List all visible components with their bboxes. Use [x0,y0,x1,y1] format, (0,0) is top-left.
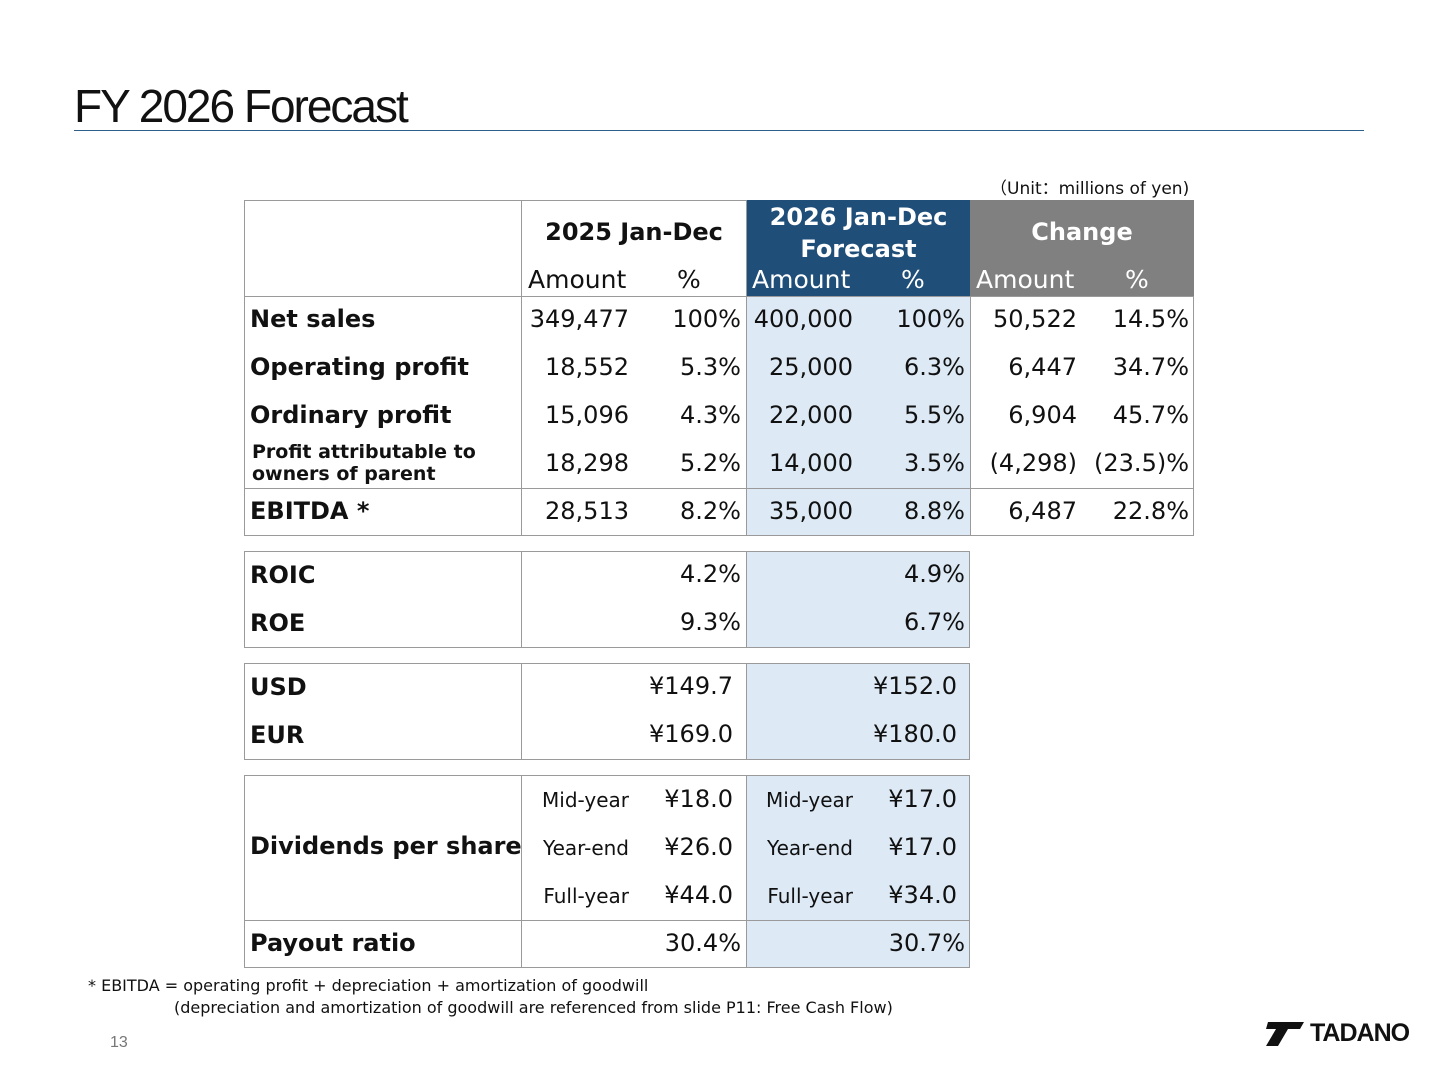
ebitda-change-cell [970,488,1194,536]
roic-2026: 4.9% [904,560,965,588]
roe-2026: 6.7% [904,608,965,636]
page-title: FY 2026 Forecast [74,80,409,132]
operating-profit-pct-change: 34.7% [1112,353,1189,381]
operating-profit-amount-2025: 18,552 [545,353,629,381]
ebitda-pct-change: 22.8% [1112,497,1189,525]
row-label-roe: ROE [250,609,306,637]
tadano-logo-icon [1266,1022,1304,1046]
operating-profit-pct-2026: 6.3% [904,353,965,381]
row-label-net-sales: Net sales [250,305,376,333]
footnote-ebitda-detail: (depreciation and amortization of goodwi… [174,998,893,1017]
subheader-pct-2026: % [901,265,925,294]
profit-attributable-pct-2026: 3.5% [904,449,965,477]
roic-2025: 4.2% [680,560,741,588]
dividend-yearend-label-2025: Year-end [543,836,629,860]
ordinary-profit-amount-2025: 15,096 [545,401,629,429]
company-logo-text: TADANO [1310,1019,1410,1047]
operating-profit-amount-change: 6,447 [1008,353,1077,381]
usd-2025: ¥149.7 [649,672,733,700]
payout-2025: 30.4% [664,929,741,957]
dividend-midyear-label-2025: Mid-year [542,788,629,812]
row-label-roic: ROIC [250,561,316,589]
ebitda-pct-2025: 8.2% [680,497,741,525]
header-2025: 2025 Jan-Dec [545,218,723,246]
row-label-dividends: Dividends per share [250,832,522,860]
footnote-ebitda: * EBITDA = operating profit + depreciati… [88,976,649,995]
subheader-amount-2026: Amount [752,265,851,294]
payout-2026-cell [746,920,970,968]
dividend-yearend-2025: ¥26.0 [664,833,733,861]
ebitda-amount-change: 6,487 [1008,497,1077,525]
header-2026-line1: 2026 Jan-Dec [769,203,948,231]
subheader-amount-change: Amount [976,265,1075,294]
page-number: 13 [110,1034,128,1051]
row-label-ebitda: EBITDA * [250,497,370,525]
eur-2025: ¥169.0 [649,720,733,748]
ordinary-profit-pct-2026: 5.5% [904,401,965,429]
ebitda-2026-cell [746,488,971,536]
operating-profit-amount-2026: 25,000 [769,353,853,381]
profit-attributable-pct-change: (23.5)% [1094,449,1189,477]
row-label-payout: Payout ratio [250,929,416,957]
subheader-pct-change: % [1125,265,1149,294]
net-sales-amount-change: 50,522 [993,305,1077,333]
header-2026-cell [747,200,970,297]
header-2026-line2: Forecast [800,235,917,263]
header-change: Change [1031,218,1133,246]
unit-note: （Unit：millions of yen) [990,179,1190,199]
body-2026-cell [746,296,971,489]
ordinary-profit-pct-2025: 4.3% [680,401,741,429]
ordinary-profit-amount-2026: 22,000 [769,401,853,429]
eur-2026: ¥180.0 [873,720,957,748]
net-sales-pct-change: 14.5% [1112,305,1189,333]
ordinary-profit-pct-change: 45.7% [1112,401,1189,429]
dividend-fullyear-2025: ¥44.0 [664,881,733,909]
dividend-midyear-2025: ¥18.0 [664,785,733,813]
dividend-yearend-2026: ¥17.0 [888,833,957,861]
subheader-amount-2025: Amount [528,265,627,294]
row-label-operating-profit: Operating profit [250,353,469,381]
profit-attributable-amount-change: (4,298) [989,449,1077,477]
dividend-fullyear-label-2026: Full-year [767,884,853,908]
roe-2025: 9.3% [680,608,741,636]
dividend-fullyear-2026: ¥34.0 [888,881,957,909]
fx-2026-cell [746,663,970,760]
ratio-2026-cell [746,551,970,648]
net-sales-pct-2025: 100% [672,305,741,333]
net-sales-pct-2026: 100% [896,305,965,333]
row-label-usd: USD [250,673,307,701]
dividend-yearend-label-2026: Year-end [767,836,853,860]
ebitda-amount-2025: 28,513 [545,497,629,525]
profit-attributable-amount-2025: 18,298 [545,449,629,477]
profit-attributable-amount-2026: 14,000 [769,449,853,477]
net-sales-amount-2025: 349,477 [529,305,629,333]
dividend-midyear-label-2026: Mid-year [766,788,853,812]
dividend-midyear-2026: ¥17.0 [888,785,957,813]
row-label-profit-attributable-line2: owners of parent [252,463,436,485]
payout-2026: 30.7% [888,929,965,957]
net-sales-amount-2026: 400,000 [753,305,853,333]
profit-attributable-pct-2025: 5.2% [680,449,741,477]
subheader-pct-2025: % [677,265,701,294]
title-divider [74,130,1364,131]
dividend-fullyear-label-2025: Full-year [543,884,629,908]
row-label-eur: EUR [250,721,305,749]
ordinary-profit-amount-change: 6,904 [1008,401,1077,429]
ebitda-amount-2026: 35,000 [769,497,853,525]
operating-profit-pct-2025: 5.3% [680,353,741,381]
row-label-profit-attributable-line1: Profit attributable to [252,441,476,463]
header-change-cell [970,200,1194,297]
ebitda-pct-2026: 8.8% [904,497,965,525]
row-label-ordinary-profit: Ordinary profit [250,401,452,429]
usd-2026: ¥152.0 [873,672,957,700]
header-blank-cell [244,200,522,297]
